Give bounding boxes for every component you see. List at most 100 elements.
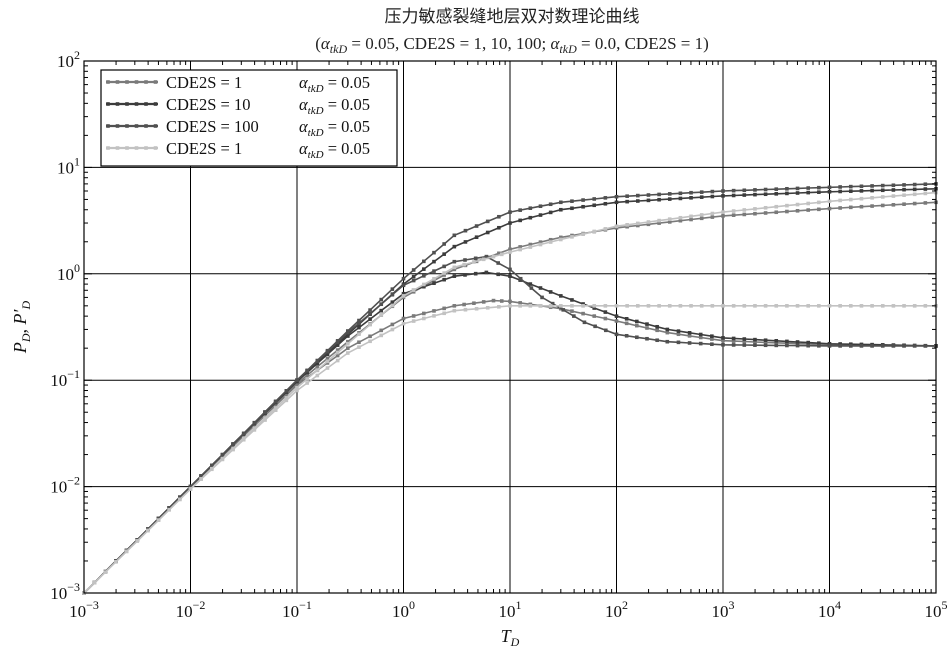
series-3-derivative-marker [593, 324, 597, 329]
series-1-derivative-marker [452, 304, 457, 308]
series-1-derivative-marker [462, 302, 466, 307]
series-4-pressure-marker [678, 215, 683, 220]
series-3-derivative-marker [838, 344, 842, 348]
series-2-derivative-marker [721, 336, 725, 340]
series-2-derivative-marker [806, 340, 810, 345]
series-1-pressure-marker [508, 247, 512, 252]
series-4-derivative-marker [199, 477, 203, 481]
series-1-derivative-marker [357, 340, 361, 345]
y-tick-label: 102 [57, 48, 80, 71]
series-2-pressure-marker [806, 190, 810, 195]
series-4-derivative-marker [710, 304, 715, 308]
series-4-pressure-marker [273, 406, 278, 410]
series-4-derivative-marker [295, 388, 299, 393]
series-4-derivative-marker [284, 398, 289, 403]
legend-label: CDE2S = 1 [166, 139, 242, 158]
series-1-derivative-marker [422, 311, 426, 316]
legend-swatch-marker [134, 102, 139, 106]
series-3-derivative-marker [496, 261, 500, 265]
series-3-derivative-marker [442, 264, 446, 269]
series-3-derivative-marker [806, 343, 810, 348]
legend-alpha-label: αtkD = 0.05 [299, 95, 370, 117]
series-1-derivative-marker [518, 301, 522, 305]
series-3-derivative-marker [473, 256, 478, 261]
series-1-pressure-marker [315, 365, 320, 369]
series-1-derivative-marker [698, 335, 703, 340]
series-3-derivative-marker [284, 389, 289, 393]
series-4-pressure-marker [902, 193, 906, 197]
legend-swatch-marker [153, 102, 158, 106]
series-4-pressure-marker [636, 221, 640, 226]
series-4-pressure-marker [891, 194, 896, 198]
series-3-derivative-marker [315, 359, 320, 363]
series-4-pressure-marker [305, 377, 309, 381]
series-4-derivative-marker [838, 304, 842, 308]
series-3-derivative-marker [452, 259, 457, 264]
series-2-derivative-marker [508, 274, 512, 278]
series-3-derivative-marker [305, 368, 309, 373]
series-2-pressure-marker [452, 244, 457, 249]
series-3-pressure-marker [528, 206, 533, 210]
series-3-derivative-marker [859, 344, 864, 348]
series-2-derivative-marker [548, 290, 553, 294]
legend-swatch-marker [125, 102, 129, 106]
series-4-derivative-marker [678, 304, 683, 308]
series-2-derivative-marker [676, 329, 681, 333]
series-4-pressure-marker [657, 218, 661, 223]
series-2-pressure-marker [795, 191, 800, 195]
series-2-derivative-marker [463, 273, 467, 277]
series-4-pressure-marker [710, 211, 715, 216]
x-tick-label: 102 [605, 598, 628, 621]
series-1-derivative-marker [624, 321, 629, 326]
series-4-derivative-marker [753, 304, 757, 308]
series-3-pressure-marker [859, 184, 864, 189]
series-2-derivative-marker [603, 310, 608, 314]
series-2-pressure-marker [603, 201, 608, 206]
series-4-derivative-marker [114, 559, 118, 564]
series-1-derivative-marker [635, 323, 639, 328]
series-2-pressure-marker [667, 197, 672, 201]
series-3-pressure-marker [689, 190, 693, 195]
series-2-derivative-marker [432, 281, 436, 285]
series-1-pressure-marker [646, 222, 651, 227]
series-4-derivative-marker [870, 304, 874, 308]
series-3-pressure-marker [548, 202, 553, 207]
series-3-pressure-marker [699, 190, 704, 194]
series-4-derivative-marker [124, 549, 129, 554]
series-4-pressure-marker [774, 204, 779, 209]
series-2-derivative-marker [785, 339, 789, 344]
series-3-pressure-marker [902, 183, 906, 187]
series-2-pressure-marker [559, 207, 563, 212]
series-4-derivative-marker [241, 437, 246, 442]
series-4-derivative-marker [335, 358, 340, 363]
series-4-derivative-marker [636, 304, 640, 308]
series-3-pressure-marker [401, 276, 406, 281]
series-2-derivative-marker [559, 294, 563, 298]
series-2-derivative-marker [484, 270, 489, 275]
series-3-pressure-marker [923, 182, 928, 187]
series-2-pressure-marker [508, 221, 512, 225]
series-1-pressure-marker [442, 273, 446, 277]
series-3-pressure-marker [432, 250, 436, 255]
series-3-pressure-marker [379, 297, 384, 302]
series-2-pressure-marker [880, 188, 885, 193]
series-4-derivative-marker [135, 539, 140, 543]
series-1-pressure-marker [849, 205, 853, 210]
series-3-derivative-marker [220, 452, 225, 457]
series-3-derivative-marker [645, 336, 649, 341]
series-3-pressure-marker [731, 188, 736, 193]
series-4-pressure-marker [442, 271, 446, 275]
series-2-derivative-marker [442, 277, 446, 282]
series-2-derivative-marker [305, 370, 309, 375]
series-2-derivative-marker [710, 334, 714, 338]
series-4-derivative-marker [667, 304, 672, 308]
series-2-derivative-marker [592, 306, 597, 310]
series-1-derivative-marker [335, 353, 340, 358]
series-3-derivative-marker [263, 410, 267, 414]
series-3-derivative-marker [614, 332, 619, 337]
series-1-pressure-marker [452, 267, 457, 272]
series-2-derivative-marker [538, 286, 543, 290]
series-4-derivative-marker [357, 345, 361, 349]
series-2-pressure-marker [636, 199, 640, 203]
